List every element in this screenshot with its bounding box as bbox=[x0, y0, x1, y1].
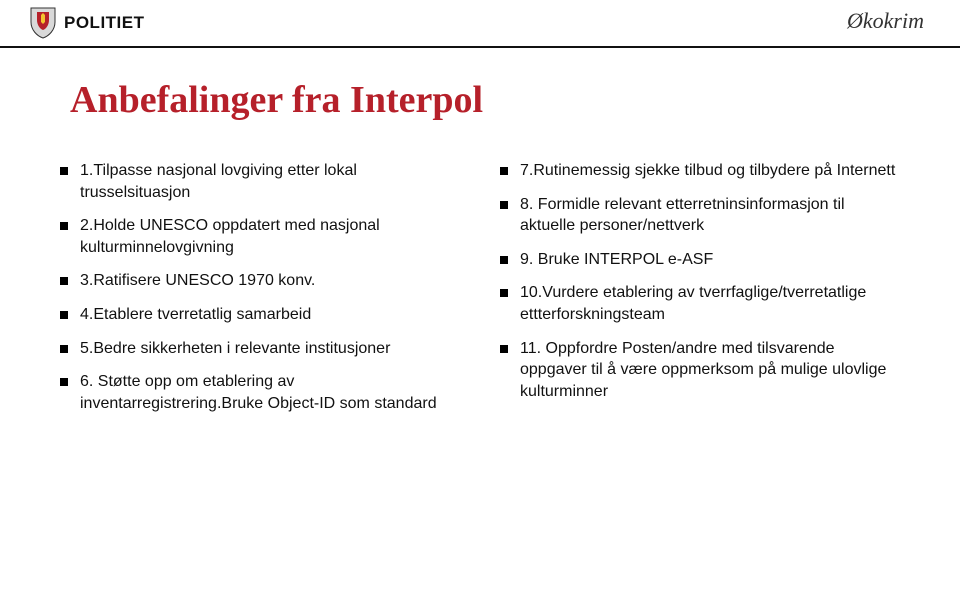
item-text: 2.Holde UNESCO oppdatert med nasjonal ku… bbox=[80, 215, 460, 258]
bullet-icon bbox=[60, 167, 68, 175]
item-text: 3.Ratifisere UNESCO 1970 konv. bbox=[80, 270, 315, 292]
list-item: 6. Støtte opp om etablering av inventarr… bbox=[60, 371, 460, 414]
right-column: 7.Rutinemessig sjekke tilbud og tilbyder… bbox=[500, 160, 900, 426]
list-item: 2.Holde UNESCO oppdatert med nasjonal ku… bbox=[60, 215, 460, 258]
bullet-icon bbox=[60, 378, 68, 386]
content-columns: 1.Tilpasse nasjonal lovgiving etter loka… bbox=[60, 160, 900, 426]
list-item: 11. Oppfordre Posten/andre med tilsvaren… bbox=[500, 338, 900, 403]
item-text: 6. Støtte opp om etablering av inventarr… bbox=[80, 371, 460, 414]
left-column: 1.Tilpasse nasjonal lovgiving etter loka… bbox=[60, 160, 460, 426]
list-item: 5.Bedre sikkerheten i relevante institus… bbox=[60, 338, 460, 360]
bullet-icon bbox=[500, 345, 508, 353]
crest-icon bbox=[28, 6, 58, 40]
header-right-text: Økokrim bbox=[847, 8, 924, 34]
list-item: 10.Vurdere etablering av tverrfaglige/tv… bbox=[500, 282, 900, 325]
item-text: 1.Tilpasse nasjonal lovgiving etter loka… bbox=[80, 160, 460, 203]
bullet-icon bbox=[60, 277, 68, 285]
slide: POLITIET Økokrim Anbefalinger fra Interp… bbox=[0, 0, 960, 600]
bullet-icon bbox=[500, 201, 508, 209]
item-text: 9. Bruke INTERPOL e-ASF bbox=[520, 249, 713, 271]
item-text: 10.Vurdere etablering av tverrfaglige/tv… bbox=[520, 282, 900, 325]
item-text: 5.Bedre sikkerheten i relevante institus… bbox=[80, 338, 390, 360]
bullet-icon bbox=[60, 345, 68, 353]
slide-title: Anbefalinger fra Interpol bbox=[70, 78, 483, 122]
left-list: 1.Tilpasse nasjonal lovgiving etter loka… bbox=[60, 160, 460, 414]
list-item: 1.Tilpasse nasjonal lovgiving etter loka… bbox=[60, 160, 460, 203]
list-item: 4.Etablere tverretatlig samarbeid bbox=[60, 304, 460, 326]
logo-text: POLITIET bbox=[64, 13, 145, 33]
bullet-icon bbox=[500, 289, 508, 297]
bullet-icon bbox=[500, 167, 508, 175]
slide-header: POLITIET Økokrim bbox=[0, 0, 960, 48]
list-item: 3.Ratifisere UNESCO 1970 konv. bbox=[60, 270, 460, 292]
list-item: 9. Bruke INTERPOL e-ASF bbox=[500, 249, 900, 271]
list-item: 8. Formidle relevant etterretninsinforma… bbox=[500, 194, 900, 237]
item-text: 8. Formidle relevant etterretninsinforma… bbox=[520, 194, 900, 237]
bullet-icon bbox=[60, 311, 68, 319]
bullet-icon bbox=[60, 222, 68, 230]
logo-block: POLITIET bbox=[28, 6, 145, 40]
bullet-icon bbox=[500, 256, 508, 264]
right-list: 7.Rutinemessig sjekke tilbud og tilbyder… bbox=[500, 160, 900, 402]
item-text: 7.Rutinemessig sjekke tilbud og tilbyder… bbox=[520, 160, 895, 182]
list-item: 7.Rutinemessig sjekke tilbud og tilbyder… bbox=[500, 160, 900, 182]
item-text: 11. Oppfordre Posten/andre med tilsvaren… bbox=[520, 338, 900, 403]
item-text: 4.Etablere tverretatlig samarbeid bbox=[80, 304, 311, 326]
